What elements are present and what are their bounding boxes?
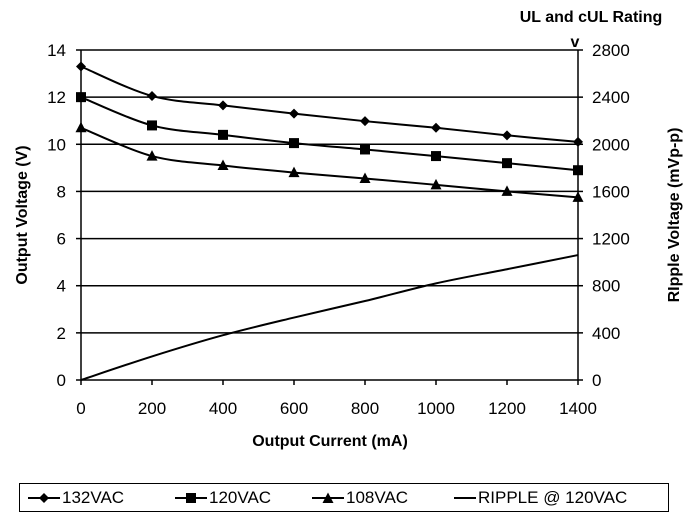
y2-tick-labels: 0 400 800 1200 1600 2000 2400 2800 xyxy=(578,41,630,390)
y2-tick-label: 400 xyxy=(592,324,620,343)
data-point-triangle xyxy=(288,166,300,178)
x-tick-label: 0 xyxy=(76,399,85,418)
data-point-diamond xyxy=(573,136,583,147)
data-point-square xyxy=(218,129,228,140)
data-point-triangle xyxy=(75,121,87,133)
series-line-3 xyxy=(80,254,579,381)
grid-lines xyxy=(81,49,578,334)
x-tick-labels: 0 200 400 600 800 1000 1200 1400 xyxy=(76,380,597,418)
y-tick-label: 2 xyxy=(57,324,66,343)
series-line-1 xyxy=(80,96,579,172)
top-note-marker: v xyxy=(571,34,580,51)
x-tick-label: 1400 xyxy=(559,399,597,418)
y-tick-label: 12 xyxy=(47,88,66,107)
data-point-diamond xyxy=(431,122,441,133)
data-point-triangle xyxy=(217,159,229,170)
data-point-square xyxy=(573,165,583,176)
legend: 132VAC 120VAC 108VAC RIPPLE @ 120VAC xyxy=(19,483,669,512)
y-tick-label: 10 xyxy=(47,135,66,154)
data-point-square xyxy=(360,144,370,155)
data-point-square xyxy=(289,138,299,149)
data-point-square xyxy=(147,120,157,131)
x-axis-title: Output Current (mA) xyxy=(252,433,408,450)
y-tick-label: 6 xyxy=(57,230,66,249)
x-tick-label: 1200 xyxy=(488,399,526,418)
legend-item-ripple: RIPPLE @ 120VAC xyxy=(452,486,627,509)
y-axis-title: Output Voltage (V) xyxy=(14,145,31,284)
data-point-square xyxy=(76,92,86,103)
y-tick-label: 0 xyxy=(57,371,66,390)
data-point-triangle xyxy=(430,178,442,190)
series-markers xyxy=(75,61,584,202)
series-line-0 xyxy=(80,65,579,143)
data-point-triangle xyxy=(501,185,513,196)
data-point-triangle xyxy=(146,150,158,161)
data-point-triangle xyxy=(359,172,371,183)
data-point-diamond xyxy=(502,130,512,141)
legend-label-108vac: 108VAC xyxy=(346,487,409,507)
series-line-2 xyxy=(80,126,579,199)
data-point-square xyxy=(431,151,441,162)
legend-item-120vac: 120VAC xyxy=(173,486,271,509)
top-note: UL and cUL Rating xyxy=(520,9,663,26)
data-point-diamond xyxy=(360,116,370,127)
x-tick-label: 600 xyxy=(280,399,308,418)
x-tick-label: 400 xyxy=(209,399,237,418)
legend-label-ripple: RIPPLE @ 120VAC xyxy=(478,487,628,507)
data-point-diamond xyxy=(76,61,86,72)
y-tick-label: 4 xyxy=(57,277,66,296)
data-point-diamond xyxy=(289,108,299,119)
data-point-triangle xyxy=(572,191,584,202)
diamond-icon xyxy=(28,492,60,503)
triangle-icon xyxy=(312,492,344,503)
y2-tick-label: 2000 xyxy=(592,135,630,154)
y2-tick-label: 1600 xyxy=(592,182,630,201)
y2-tick-label: 0 xyxy=(592,371,601,390)
y2-tick-label: 2400 xyxy=(592,88,630,107)
y-tick-labels: 0 2 4 6 8 10 12 14 xyxy=(47,41,81,390)
data-point-diamond xyxy=(147,90,157,101)
y-tick-label: 8 xyxy=(57,182,66,201)
legend-item-132vac: 132VAC xyxy=(26,486,124,509)
line-icon xyxy=(454,496,476,499)
legend-label-132vac: 132VAC xyxy=(62,487,125,507)
x-tick-label: 200 xyxy=(138,399,166,418)
data-point-square xyxy=(502,158,512,169)
y-tick-label: 14 xyxy=(47,41,66,60)
series-lines xyxy=(80,65,579,381)
y2-tick-label: 1200 xyxy=(592,230,630,249)
legend-label-120vac: 120VAC xyxy=(209,487,272,507)
y2-tick-label: 800 xyxy=(592,277,620,296)
x-tick-label: 800 xyxy=(351,399,379,418)
y2-axis-title: RIpple Voltage (mVp-p) xyxy=(666,128,683,303)
square-icon xyxy=(175,492,207,503)
y2-tick-label: 2800 xyxy=(592,41,630,60)
data-point-diamond xyxy=(218,100,228,111)
x-tick-label: 1000 xyxy=(417,399,455,418)
legend-item-108vac: 108VAC xyxy=(310,486,408,509)
